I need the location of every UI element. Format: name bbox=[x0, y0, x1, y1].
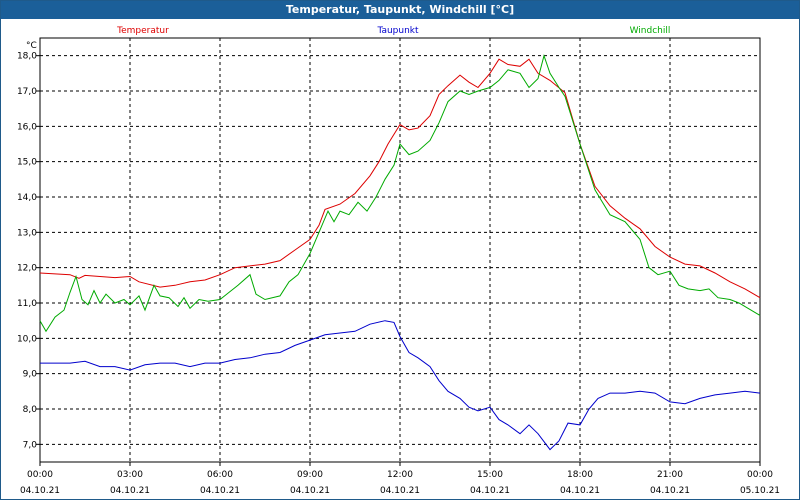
y-axis: 7,0 8,0 9,0 10,0 11,0 12,0 13,0 14,0 15,0 16,0 17,… bbox=[17, 52, 40, 450]
y-tick-label: 15,0 bbox=[17, 158, 37, 168]
y-tick-label: 18,0 bbox=[17, 52, 37, 62]
series-line-taupunkt bbox=[40, 320, 761, 451]
x-tick-time-label: 21:00 bbox=[657, 470, 683, 480]
x-tick-date-label: 05.10.21 bbox=[740, 486, 780, 496]
x-tick-date-label: 04.10.21 bbox=[380, 486, 420, 496]
x-axis: 00:00 04.10.21 03:00 04.10.21 06:00 04.10.21 0… bbox=[20, 462, 780, 496]
y-tick-label: 13,0 bbox=[17, 228, 37, 238]
x-tick-time-label: 03:00 bbox=[117, 470, 143, 480]
y-tick-label: 17,0 bbox=[17, 87, 37, 97]
x-tick-time-label: 00:00 bbox=[27, 470, 53, 480]
x-tick-date-label: 04.10.21 bbox=[470, 486, 510, 496]
x-tick-date-label: 04.10.21 bbox=[20, 486, 60, 496]
legend: Temperatur Taupunkt Windchill bbox=[116, 26, 670, 36]
y-tick-label: 9,0 bbox=[23, 370, 38, 380]
y-tick-label: 12,0 bbox=[17, 264, 37, 274]
series-line-windchill bbox=[39, 53, 761, 333]
y-tick-label: 10,0 bbox=[17, 334, 37, 344]
y-tick-label: 16,0 bbox=[17, 122, 37, 132]
series-lines bbox=[39, 53, 761, 451]
legend-entry-temperatur: Temperatur bbox=[116, 26, 169, 36]
x-tick-date-label: 04.10.21 bbox=[290, 486, 330, 496]
chart-title: Temperatur, Taupunkt, Windchill [°C] bbox=[1, 1, 799, 19]
series-line-temperatur bbox=[39, 58, 761, 299]
x-tick-time-label: 06:00 bbox=[207, 470, 233, 480]
y-tick-label: 7,0 bbox=[23, 440, 38, 450]
legend-entry-taupunkt: Taupunkt bbox=[376, 26, 419, 36]
legend-entry-windchill: Windchill bbox=[630, 26, 671, 36]
y-tick-label: 8,0 bbox=[23, 405, 38, 415]
x-tick-date-label: 04.10.21 bbox=[560, 486, 600, 496]
x-tick-date-label: 04.10.21 bbox=[200, 486, 240, 496]
y-unit-label: °C bbox=[26, 41, 37, 51]
y-tick-label: 11,0 bbox=[17, 299, 37, 309]
x-tick-date-label: 04.10.21 bbox=[650, 486, 690, 496]
x-tick-time-label: 18:00 bbox=[567, 470, 593, 480]
x-tick-time-label: 00:00 bbox=[747, 470, 773, 480]
y-tick-label: 14,0 bbox=[17, 193, 37, 203]
x-tick-date-label: 04.10.21 bbox=[110, 486, 150, 496]
x-tick-time-label: 15:00 bbox=[477, 470, 503, 480]
x-tick-time-label: 12:00 bbox=[387, 470, 413, 480]
x-tick-time-label: 09:00 bbox=[297, 470, 323, 480]
grid-lines bbox=[40, 38, 760, 462]
